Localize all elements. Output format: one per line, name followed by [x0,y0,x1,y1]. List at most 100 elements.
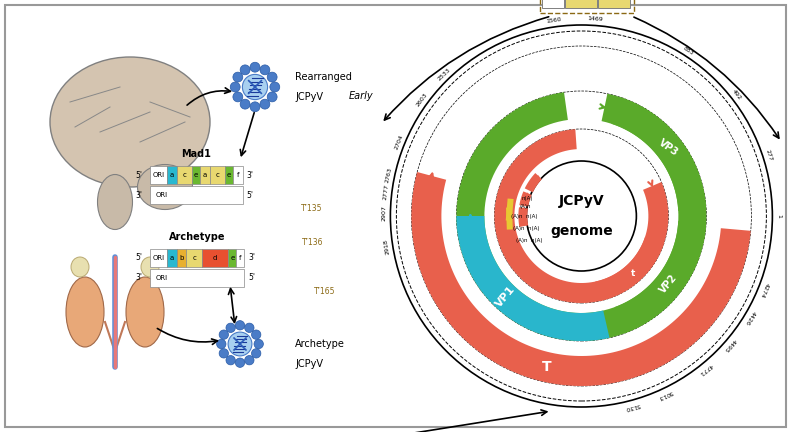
Circle shape [254,339,263,349]
Circle shape [226,356,236,365]
Text: JCPyV: JCPyV [295,92,323,102]
Text: Early: Early [349,91,373,101]
Text: JCPyV: JCPyV [558,194,604,208]
Text: 4426: 4426 [744,309,756,326]
Text: (A)n: (A)n [520,203,531,209]
Text: ORI: ORI [153,255,165,261]
Polygon shape [456,216,610,341]
Circle shape [236,321,244,330]
Text: Rearranged: Rearranged [295,72,352,82]
Bar [505,199,513,221]
Text: agno: agno [574,101,596,110]
Ellipse shape [126,277,164,347]
Ellipse shape [71,257,89,277]
Circle shape [240,65,250,75]
Bar [150,249,167,267]
Text: genome: genome [550,224,613,238]
Text: 492: 492 [731,89,742,101]
Text: d: d [213,255,218,261]
Circle shape [240,99,250,109]
Text: c: c [192,255,196,261]
Circle shape [236,358,244,367]
Text: 3': 3' [135,191,142,200]
Text: JCPyV: JCPyV [295,359,323,369]
Circle shape [260,99,270,109]
Text: Archetype: Archetype [168,232,225,242]
Text: (A)n  n(A): (A)n n(A) [513,226,539,231]
Text: 2918: 2918 [383,238,391,255]
Circle shape [250,102,260,112]
Text: t: t [630,269,635,278]
Text: 5': 5' [248,273,255,283]
Circle shape [219,330,229,339]
Text: (A)n  n(A): (A)n n(A) [511,213,538,219]
Bar [566,0,597,8]
Circle shape [228,332,252,356]
Bar [210,166,225,184]
Text: (A)n  n(A): (A)n n(A) [517,238,543,243]
Text: 4771: 4771 [698,362,713,376]
Text: 1469: 1469 [587,16,604,22]
Bar [150,269,244,287]
Circle shape [267,92,277,102]
Polygon shape [615,221,706,334]
Text: 5': 5' [135,171,142,180]
Text: Archetype: Archetype [295,339,345,349]
Polygon shape [520,191,532,206]
Text: 5013: 5013 [657,389,673,400]
Text: VP1: VP1 [494,285,517,310]
Circle shape [219,349,229,358]
Text: f: f [239,255,241,261]
Text: b: b [180,255,184,261]
Ellipse shape [97,175,133,229]
Text: Mad1: Mad1 [181,149,211,159]
Text: 1: 1 [776,214,781,218]
Polygon shape [518,207,528,227]
Bar [233,166,243,184]
Text: 2763: 2763 [384,167,393,183]
Text: T: T [615,143,620,152]
Polygon shape [596,237,664,301]
Bar [225,166,233,184]
Text: ORI: ORI [153,172,165,178]
Bar [167,249,176,267]
Text: e: e [227,172,231,178]
Text: VP3: VP3 [657,137,680,158]
Text: c: c [183,172,186,178]
Text: 2603: 2603 [415,92,429,108]
Ellipse shape [66,277,104,347]
Text: 2704: 2704 [393,134,404,150]
Text: 3': 3' [248,254,255,263]
Text: c: c [215,172,219,178]
Ellipse shape [141,257,159,277]
Text: 3': 3' [247,171,254,180]
Text: n(A): n(A) [521,196,533,201]
Text: f: f [237,172,239,178]
Circle shape [233,72,243,82]
Text: 4495: 4495 [723,338,737,353]
Bar [202,249,229,267]
Circle shape [250,62,260,72]
Circle shape [267,72,277,82]
Circle shape [226,323,236,333]
Polygon shape [611,97,706,211]
Circle shape [217,339,226,349]
Text: T’165: T’165 [314,287,335,296]
Circle shape [242,74,267,100]
Text: 2777: 2777 [382,184,389,200]
Polygon shape [456,92,706,341]
Bar [598,0,630,8]
Text: a: a [202,172,207,178]
Text: a: a [169,172,174,178]
Text: 4274: 4274 [759,281,770,298]
Text: 277: 277 [765,149,773,162]
Circle shape [244,356,254,365]
Circle shape [270,82,280,92]
Text: ORI: ORI [156,275,168,281]
Circle shape [252,330,261,339]
Polygon shape [524,173,542,192]
Text: VP2: VP2 [658,273,679,296]
Circle shape [260,65,270,75]
Polygon shape [411,172,751,386]
Bar [543,0,565,8]
